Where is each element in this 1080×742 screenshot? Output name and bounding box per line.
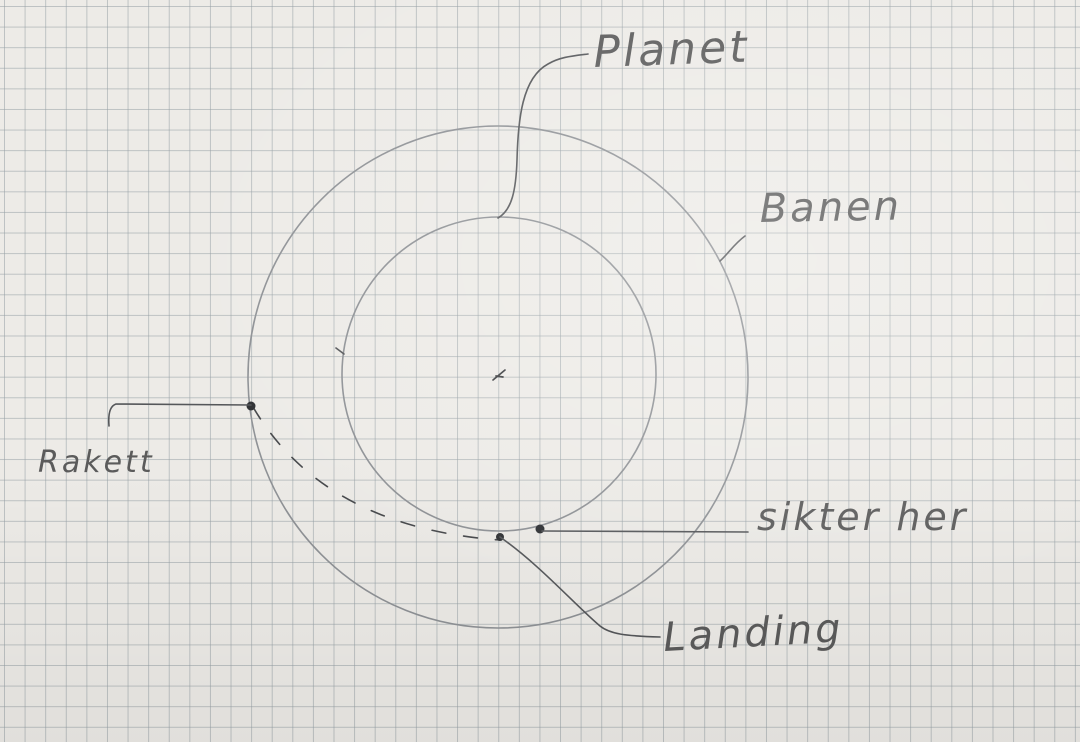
banen-label: Banen: [759, 184, 902, 232]
center-mark: [492, 369, 506, 381]
rakett-label: Rakett: [38, 445, 155, 480]
rocket-point: [246, 401, 256, 411]
landing-label: Landing: [662, 606, 845, 661]
landing-leader-line: [499, 536, 661, 638]
orbit-circle: [247, 125, 749, 629]
planet-leader-line: [497, 53, 589, 219]
rakett-leader-line: [107, 403, 252, 427]
trajectory-dashed-path: [252, 406, 501, 541]
banen-leader-line: [719, 235, 746, 262]
sikter-her-leader-line: [541, 530, 749, 533]
planet-label: Planet: [593, 22, 751, 78]
sikter-her-label: sikter her: [757, 495, 968, 539]
inner-circle-tick: [335, 347, 345, 355]
aim-point: [535, 524, 545, 534]
